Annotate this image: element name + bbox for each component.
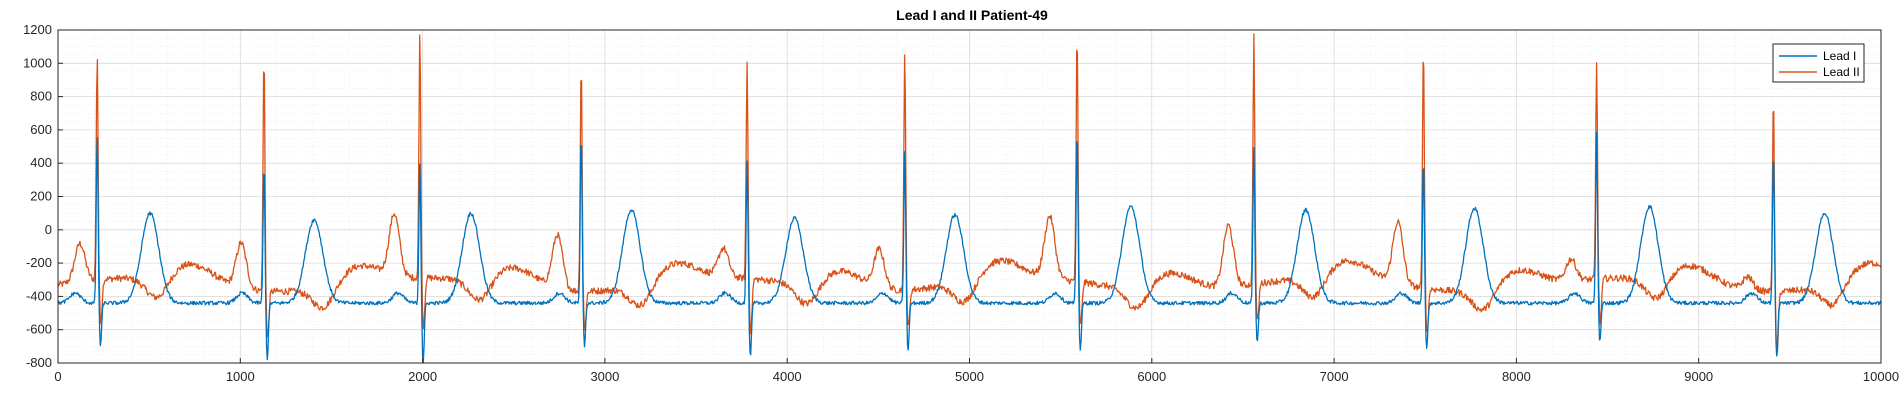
x-tick-label: 2000	[408, 369, 437, 384]
y-tick-label: -200	[26, 255, 52, 270]
x-tick-label: 10000	[1863, 369, 1899, 384]
y-tick-label: -600	[26, 322, 52, 337]
series-line-lead-i	[57, 131, 1882, 364]
x-tick-label: 5000	[955, 369, 984, 384]
x-axis: 0 1000 2000 3000 4000 5000 6000 7000 8000 9000 100…	[54, 358, 1899, 384]
legend-box	[1772, 43, 1865, 83]
minor-grid	[58, 30, 1881, 363]
y-tick-label: 400	[30, 155, 52, 170]
x-tick-label: 9000	[1684, 369, 1713, 384]
y-tick-label: -800	[26, 355, 52, 370]
x-tick-label: 4000	[773, 369, 802, 384]
x-tick-label: 0	[54, 369, 61, 384]
y-axis: -800 -600 -400 -200 0 200 400 600 800 1000 1200	[23, 22, 63, 370]
x-tick-label: 8000	[1502, 369, 1531, 384]
y-tick-label: 200	[30, 189, 52, 204]
x-tick-label: 1000	[226, 369, 255, 384]
y-tick-label: 1200	[23, 22, 52, 37]
y-tick-label: 600	[30, 122, 52, 137]
y-tick-label: -400	[26, 288, 52, 303]
chart-title: Lead I and II Patient-49	[896, 7, 1048, 23]
x-tick-label: 3000	[590, 369, 619, 384]
series-layer	[57, 33, 1882, 364]
series-line-lead-ii	[57, 33, 1882, 357]
legend-label-lead-ii: Lead II	[1823, 65, 1860, 79]
x-tick-label: 6000	[1137, 369, 1166, 384]
y-tick-label: 0	[45, 222, 52, 237]
legend: Lead I Lead II	[1772, 43, 1865, 83]
y-tick-label: 1000	[23, 55, 52, 70]
x-tick-label: 7000	[1320, 369, 1349, 384]
y-tick-label: 800	[30, 89, 52, 104]
legend-label-lead-i: Lead I	[1823, 49, 1856, 63]
